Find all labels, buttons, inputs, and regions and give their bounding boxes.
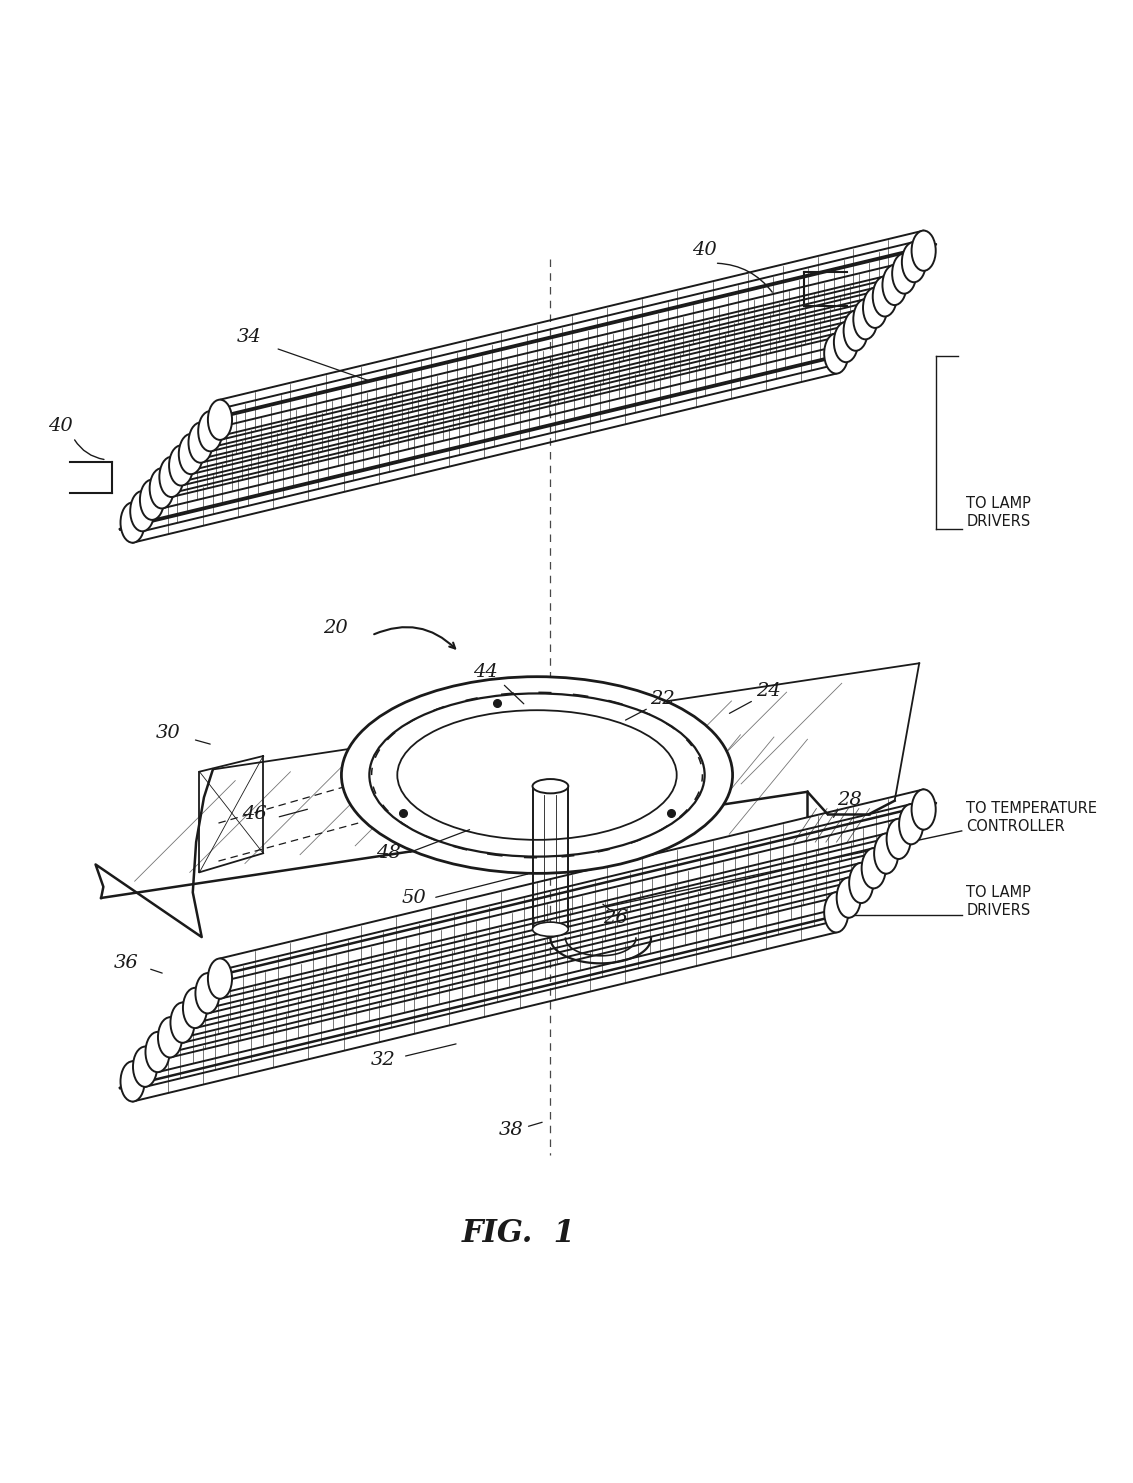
Ellipse shape [824, 334, 849, 374]
Text: 50: 50 [402, 888, 426, 908]
Ellipse shape [160, 457, 184, 497]
Text: 20: 20 [323, 618, 348, 636]
Ellipse shape [853, 300, 877, 340]
Ellipse shape [902, 242, 926, 282]
Ellipse shape [900, 804, 923, 844]
Text: 38: 38 [499, 1121, 523, 1139]
Text: 40: 40 [692, 240, 717, 258]
Ellipse shape [849, 863, 874, 903]
Ellipse shape [198, 411, 222, 451]
Ellipse shape [208, 958, 232, 998]
Ellipse shape [834, 322, 858, 362]
Ellipse shape [887, 819, 911, 859]
Text: 46: 46 [241, 805, 266, 823]
Ellipse shape [120, 503, 145, 543]
Ellipse shape [912, 230, 936, 271]
Text: 34: 34 [237, 328, 261, 346]
Ellipse shape [369, 694, 705, 857]
Text: 40: 40 [49, 417, 74, 436]
Text: 48: 48 [376, 844, 401, 862]
Ellipse shape [120, 1062, 145, 1102]
Ellipse shape [883, 265, 906, 305]
Ellipse shape [912, 789, 936, 829]
Text: TO TEMPERATURE
CONTROLLER: TO TEMPERATURE CONTROLLER [966, 801, 1097, 833]
Ellipse shape [150, 469, 173, 509]
Ellipse shape [182, 988, 207, 1028]
Ellipse shape [836, 878, 861, 918]
Ellipse shape [533, 779, 569, 793]
Ellipse shape [863, 288, 887, 328]
Ellipse shape [892, 254, 917, 294]
Ellipse shape [341, 676, 733, 873]
Ellipse shape [533, 922, 569, 936]
Text: TO LAMP
DRIVERS: TO LAMP DRIVERS [966, 885, 1031, 918]
Ellipse shape [179, 435, 203, 475]
Ellipse shape [195, 973, 220, 1013]
Ellipse shape [188, 423, 213, 463]
Text: 24: 24 [756, 682, 781, 700]
Ellipse shape [824, 893, 849, 933]
Ellipse shape [169, 445, 194, 485]
Text: 28: 28 [837, 790, 862, 808]
Text: 44: 44 [474, 663, 499, 681]
Ellipse shape [157, 1017, 182, 1057]
Ellipse shape [133, 1047, 157, 1087]
Ellipse shape [130, 491, 154, 531]
Ellipse shape [145, 1032, 170, 1072]
Ellipse shape [208, 399, 232, 440]
Ellipse shape [861, 848, 886, 888]
Text: 36: 36 [113, 954, 138, 971]
Text: 26: 26 [603, 909, 628, 927]
Text: 30: 30 [156, 724, 180, 742]
Ellipse shape [398, 710, 676, 839]
Text: 22: 22 [650, 690, 674, 707]
Ellipse shape [140, 479, 164, 521]
Ellipse shape [170, 1003, 195, 1043]
Text: FIG.  1: FIG. 1 [462, 1218, 576, 1249]
Ellipse shape [844, 310, 868, 351]
Ellipse shape [872, 276, 897, 316]
Text: TO LAMP
DRIVERS: TO LAMP DRIVERS [966, 497, 1031, 528]
Text: 32: 32 [370, 1051, 395, 1069]
Ellipse shape [875, 833, 898, 873]
